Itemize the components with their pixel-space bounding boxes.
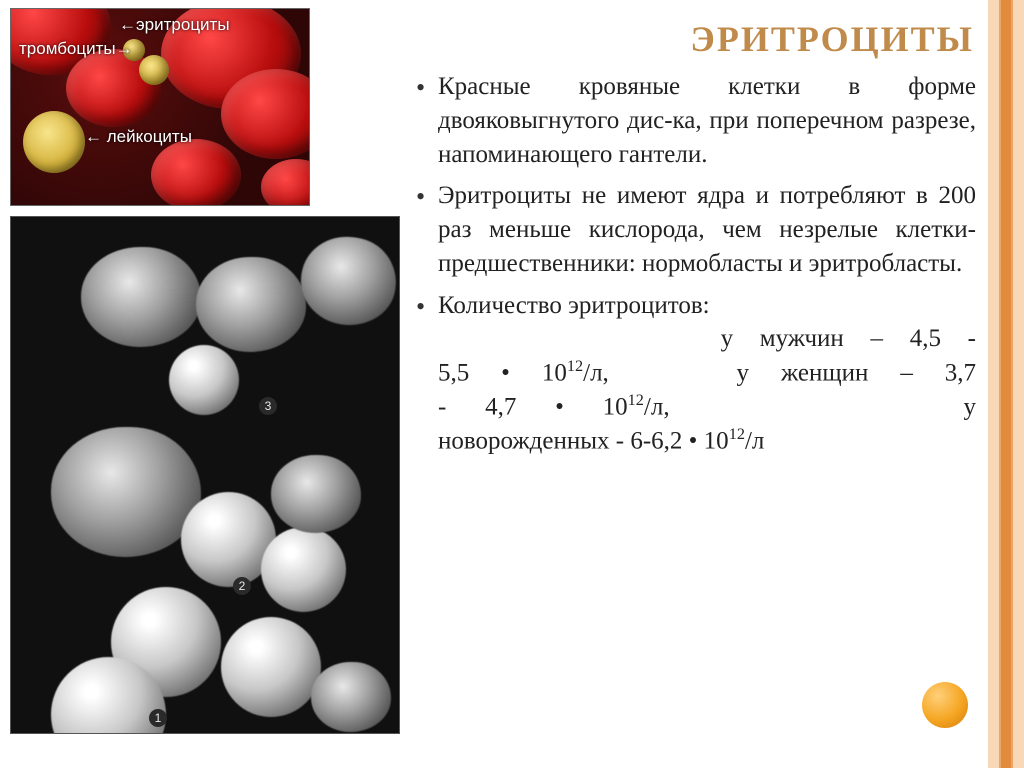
sem-marker-2: 2 [233, 577, 251, 595]
wbc-shape [23, 111, 85, 173]
sem-cell [51, 427, 201, 557]
sem-cell [196, 257, 306, 352]
stripe-line-right [1011, 0, 1013, 768]
bullet-3-head: Количество эритроцитов: [438, 292, 710, 319]
sem-cell [261, 527, 346, 612]
bullet-3-line-3: - 4,7 • 1012/л, — — — — у [438, 390, 976, 424]
label-leukocytes: ← лейкоциты [85, 127, 192, 147]
bullet-3-line-1: — — — — — у мужчин – 4,5 - [438, 322, 976, 356]
image-sem-cells: 3 2 1 [10, 216, 400, 734]
bullet-item-2: Эритроциты не имеют ядра и потребляют в … [414, 179, 976, 280]
bullet-item-1: Красные кровяные клетки в форме двояковы… [414, 70, 976, 171]
bullet-3-line-2: 5,5 • 1012/л, у женщин – 3,7 [438, 356, 976, 390]
slide-title: ЭРИТРОЦИТЫ [430, 18, 974, 60]
sem-cell [271, 455, 361, 533]
sem-cell [81, 247, 201, 347]
bullet-list: Красные кровяные клетки в форме двояковы… [414, 70, 976, 458]
sem-marker-3: 3 [259, 397, 277, 415]
rbc-shape [151, 139, 241, 206]
sem-cell [295, 231, 400, 331]
label-thrombocytes: тромбоциты→ [19, 39, 133, 59]
arrow-left-icon: ← [85, 127, 102, 146]
label-erythrocytes: ←эритроциты [119, 15, 230, 35]
rbc-shape [261, 159, 310, 206]
side-accent-stripe [988, 0, 1024, 768]
arrow-left-icon: ← [119, 15, 136, 34]
content-area: Красные кровяные клетки в форме двояковы… [414, 70, 976, 466]
arrow-right-icon: → [116, 39, 133, 58]
sem-cell [169, 345, 239, 415]
thrombocyte-shape [139, 55, 169, 85]
bullet-3-line-4: новорожденных - 6-6,2 • 1012/л [438, 424, 976, 458]
image-blood-cells: ←эритроциты тромбоциты→ ← лейкоциты [10, 8, 310, 206]
sem-cell [221, 617, 321, 717]
accent-ball-icon [922, 682, 968, 728]
slide: ЭРИТРОЦИТЫ ←эритроциты тромбоциты→ ← лей… [0, 0, 1024, 768]
bullet-item-3: Количество эритроцитов: — — — — — у мужч… [414, 289, 976, 459]
sem-marker-1: 1 [149, 709, 167, 727]
sem-cell [311, 662, 391, 732]
stripe-line-left [999, 0, 1001, 768]
